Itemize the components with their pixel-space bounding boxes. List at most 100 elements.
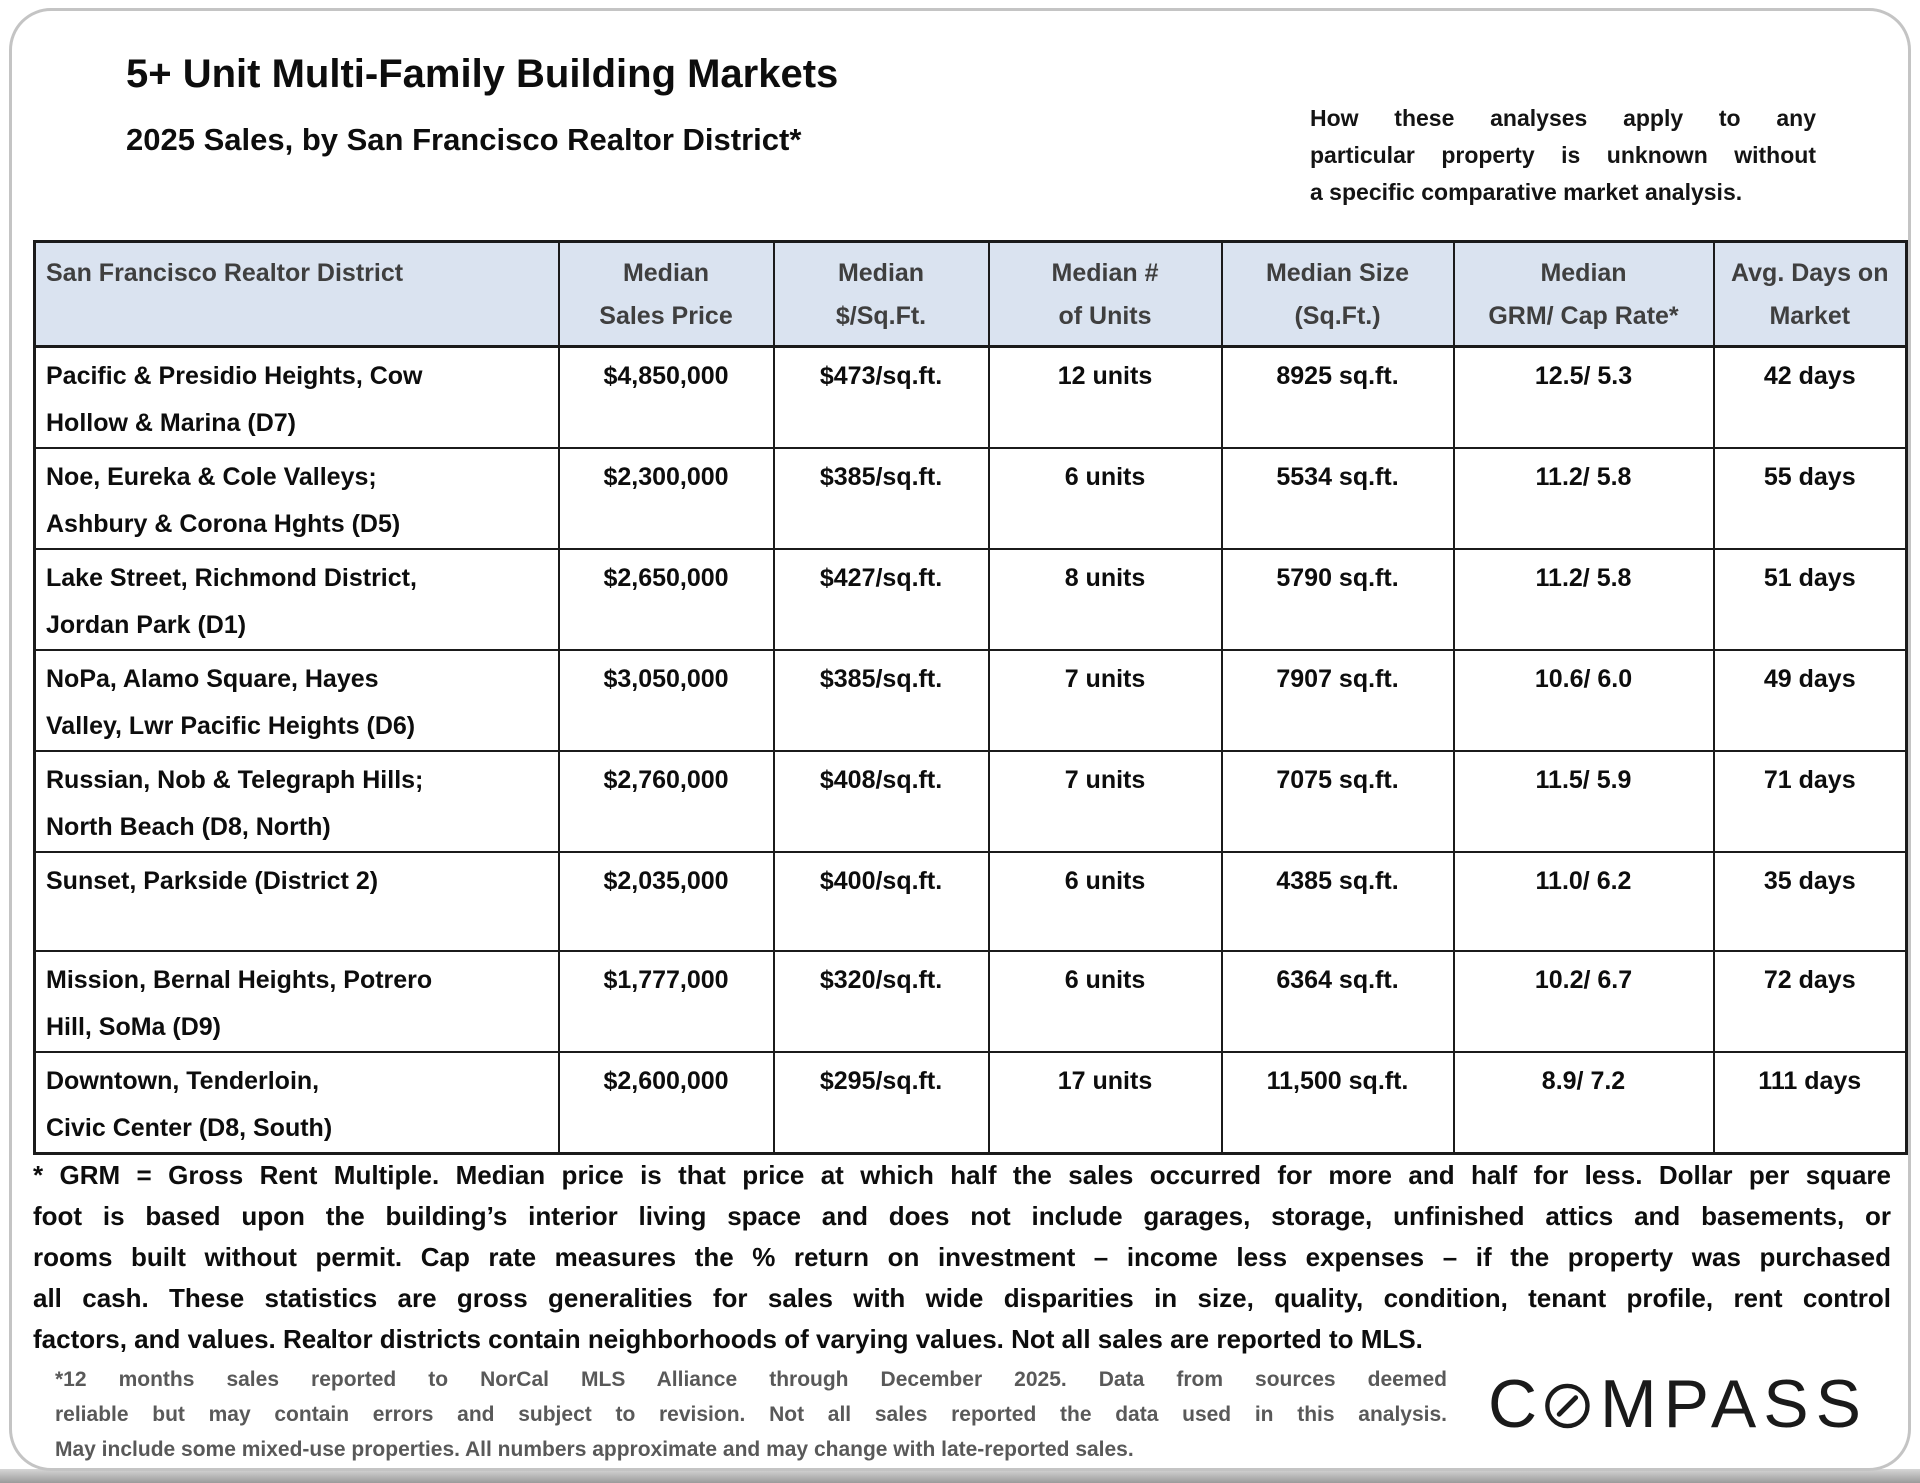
column-header-text: Sales Price <box>599 302 733 330</box>
compass-slashed-o-icon <box>1545 1383 1590 1429</box>
cell-dom: 71 days <box>1712 750 1908 853</box>
table-row: Mission, Bernal Heights, Potrero Hill, S… <box>33 950 1908 1053</box>
column-header-price-per-sqft: Median $/Sq.Ft. <box>772 240 990 348</box>
cell-dom: 42 days <box>1712 345 1908 449</box>
column-header-text: Median # <box>1051 259 1159 287</box>
cell-district: Sunset, Parkside (District 2) <box>33 851 560 952</box>
cell-size: 7907 sq.ft. <box>1220 649 1455 752</box>
cell-price: $2,600,000 <box>557 1051 775 1155</box>
data-source-disclaimer: *12 months sales reported to NorCal MLS … <box>55 1362 1447 1467</box>
cell-size: 8925 sq.ft. <box>1220 345 1455 449</box>
column-header-text: (Sq.Ft.) <box>1294 302 1381 330</box>
column-header-text: San Francisco Realtor District <box>46 259 404 287</box>
cell-units: 17 units <box>987 1051 1223 1155</box>
column-header-text: GRM/ Cap Rate* <box>1488 302 1679 330</box>
text-line: reliable but may contain errors and subj… <box>55 1403 1447 1426</box>
cell-price: $3,050,000 <box>557 649 775 752</box>
text-line: foot is based upon the building’s interi… <box>33 1201 1891 1231</box>
header-note: How these analyses apply to any particula… <box>1310 100 1816 211</box>
text-line: * GRM = Gross Rent Multiple. Median pric… <box>33 1160 1891 1190</box>
cell-grm_cap: 12.5/ 5.3 <box>1452 345 1715 449</box>
cell-grm_cap: 10.6/ 6.0 <box>1452 649 1715 752</box>
column-header-units: Median # of Units <box>987 240 1223 348</box>
logo-letters-mpass: MPASS <box>1599 1366 1868 1442</box>
column-header-text: Avg. Days on <box>1731 259 1889 287</box>
cell-district: Noe, Eureka & Cole Valleys; Ashbury & Co… <box>33 447 560 550</box>
text-line: factors, and values. Realtor districts c… <box>33 1324 1423 1354</box>
cell-ppsf: $385/sq.ft. <box>772 649 990 752</box>
cell-ppsf: $473/sq.ft. <box>772 345 990 449</box>
logo-letter-c: C <box>1488 1366 1538 1442</box>
table-row: Sunset, Parkside (District 2) $2,035,000 $… <box>33 851 1908 952</box>
column-header-text: Market <box>1769 302 1851 330</box>
cell-price: $2,035,000 <box>557 851 775 952</box>
cell-ppsf: $408/sq.ft. <box>772 750 990 853</box>
text-line: a specific comparative market analysis. <box>1310 179 1743 205</box>
cell-price: $4,850,000 <box>557 345 775 449</box>
cell-grm_cap: 11.5/ 5.9 <box>1452 750 1715 853</box>
cell-price: $2,300,000 <box>557 447 775 550</box>
table-row: Russian, Nob & Telegraph Hills; North Be… <box>33 750 1908 853</box>
cell-units: 8 units <box>987 548 1223 651</box>
column-header-days-on-market: Avg. Days on Market <box>1712 240 1908 348</box>
table-row: Downtown, Tenderloin, Civic Center (D8, … <box>33 1051 1908 1155</box>
cell-grm_cap: 11.0/ 6.2 <box>1452 851 1715 952</box>
cell-units: 6 units <box>987 447 1223 550</box>
cell-district: Russian, Nob & Telegraph Hills; North Be… <box>33 750 560 853</box>
cell-district: NoPa, Alamo Square, Hayes Valley, Lwr Pa… <box>33 649 560 752</box>
page-title: 5+ Unit Multi-Family Building Markets <box>126 52 839 96</box>
cell-grm_cap: 11.2/ 5.8 <box>1452 447 1715 550</box>
cell-district: Lake Street, Richmond District, Jordan P… <box>33 548 560 651</box>
column-header-district: San Francisco Realtor District <box>33 240 560 348</box>
column-header-text: Median <box>622 259 710 287</box>
table-row: Lake Street, Richmond District, Jordan P… <box>33 548 1908 651</box>
compass-logo: C MPASS <box>1488 1366 1868 1442</box>
cell-ppsf: $427/sq.ft. <box>772 548 990 651</box>
table-row: Pacific & Presidio Heights, Cow Hollow &… <box>33 345 1908 449</box>
cell-ppsf: $400/sq.ft. <box>772 851 990 952</box>
cell-grm_cap: 11.2/ 5.8 <box>1452 548 1715 651</box>
cell-grm_cap: 8.9/ 7.2 <box>1452 1051 1715 1155</box>
column-header-text: of Units <box>1058 302 1152 330</box>
cell-price: $2,650,000 <box>557 548 775 651</box>
cell-ppsf: $295/sq.ft. <box>772 1051 990 1155</box>
cell-units: 6 units <box>987 950 1223 1053</box>
text-line: *12 months sales reported to NorCal MLS … <box>55 1368 1447 1391</box>
column-header-text: $/Sq.Ft. <box>835 302 927 330</box>
text-line: rooms built without permit. Cap rate mea… <box>33 1242 1891 1272</box>
cell-dom: 35 days <box>1712 851 1908 952</box>
table-row: Noe, Eureka & Cole Valleys; Ashbury & Co… <box>33 447 1908 550</box>
table-header-row: San Francisco Realtor District Median Sa… <box>33 240 1908 348</box>
bottom-shadow-band <box>0 1469 1920 1483</box>
cell-size: 5534 sq.ft. <box>1220 447 1455 550</box>
column-header-size: Median Size (Sq.Ft.) <box>1220 240 1455 348</box>
cell-units: 12 units <box>987 345 1223 449</box>
cell-size: 7075 sq.ft. <box>1220 750 1455 853</box>
cell-size: 11,500 sq.ft. <box>1220 1051 1455 1155</box>
cell-grm_cap: 10.2/ 6.7 <box>1452 950 1715 1053</box>
cell-dom: 72 days <box>1712 950 1908 1053</box>
text-line: How these analyses apply to any <box>1310 105 1816 131</box>
cell-units: 6 units <box>987 851 1223 952</box>
cell-size: 5790 sq.ft. <box>1220 548 1455 651</box>
column-header-text: Median Size <box>1265 259 1410 287</box>
cell-dom: 49 days <box>1712 649 1908 752</box>
column-header-sales-price: Median Sales Price <box>557 240 775 348</box>
table-header: San Francisco Realtor District Median Sa… <box>33 240 1908 348</box>
column-header-text: Median <box>1540 259 1627 287</box>
column-header-grm-cap-rate: Median GRM/ Cap Rate* <box>1452 240 1715 348</box>
cell-price: $1,777,000 <box>557 950 775 1053</box>
cell-units: 7 units <box>987 750 1223 853</box>
cell-dom: 111 days <box>1712 1051 1908 1155</box>
grm-footnote: * GRM = Gross Rent Multiple. Median pric… <box>33 1155 1891 1360</box>
cell-district: Downtown, Tenderloin, Civic Center (D8, … <box>33 1051 560 1155</box>
cell-district: Pacific & Presidio Heights, Cow Hollow &… <box>33 345 560 449</box>
cell-price: $2,760,000 <box>557 750 775 853</box>
cell-units: 7 units <box>987 649 1223 752</box>
cell-district: Mission, Bernal Heights, Potrero Hill, S… <box>33 950 560 1053</box>
text-line: all cash. These statistics are gross gen… <box>33 1283 1891 1313</box>
cell-ppsf: $385/sq.ft. <box>772 447 990 550</box>
cell-dom: 55 days <box>1712 447 1908 550</box>
cell-size: 4385 sq.ft. <box>1220 851 1455 952</box>
